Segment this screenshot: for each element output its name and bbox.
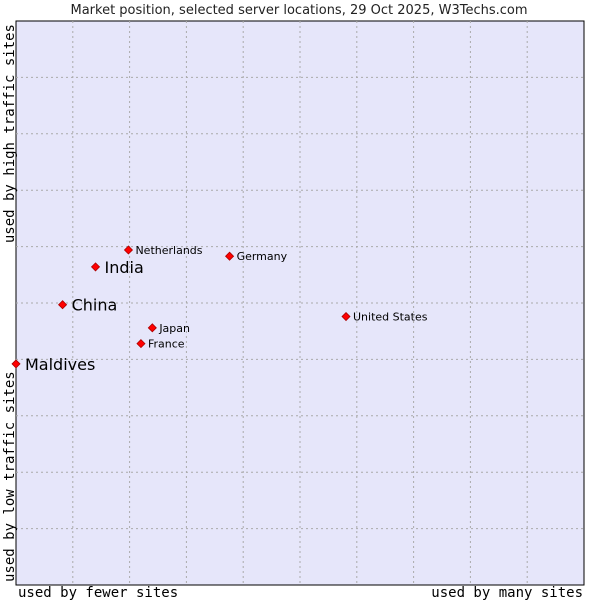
point-label-india: India	[105, 258, 144, 277]
point-label-united-states: United States	[353, 311, 428, 324]
x-axis-label-high: used by many sites	[431, 585, 583, 600]
chart-title: Market position, selected server locatio…	[70, 3, 527, 18]
point-label-japan: Japan	[158, 322, 190, 335]
point-marker-netherlands	[123, 245, 134, 255]
point-label-netherlands: Netherlands	[135, 244, 202, 257]
point-marker-germany	[225, 251, 235, 261]
grid-lines	[16, 21, 584, 585]
point-marker-india	[90, 262, 101, 272]
point-marker-china	[58, 300, 68, 310]
y-axis-label-low: used by low traffic sites	[2, 371, 18, 582]
point-marker-maldives	[11, 359, 21, 369]
point-label-maldives: Maldives	[25, 355, 95, 374]
point-label-china: China	[72, 296, 118, 315]
point-marker-united-states	[341, 311, 351, 322]
x-axis-label-low: used by fewer sites	[18, 585, 178, 600]
point-label-germany: Germany	[237, 250, 288, 263]
point-marker-france	[136, 339, 146, 349]
y-axis-label-high: used by high traffic sites	[2, 24, 18, 243]
point-label-france: France	[148, 338, 185, 351]
point-marker-japan	[147, 323, 157, 333]
